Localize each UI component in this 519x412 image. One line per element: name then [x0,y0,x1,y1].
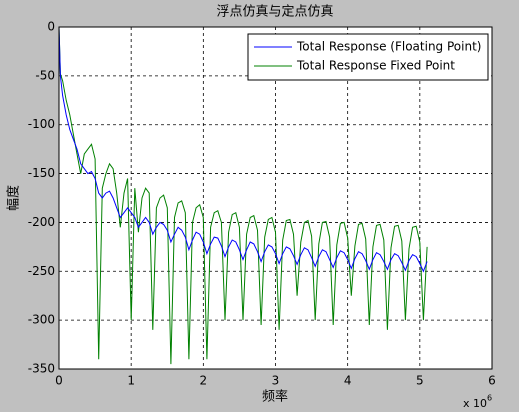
axes-box [58,26,493,370]
x-axis-label: 频率 [262,389,288,405]
series-line [58,26,428,273]
y-tick-label: -300 [28,313,55,327]
legend-label: Total Response (Floating Point) [296,40,481,54]
x-tick-label: 2 [200,374,208,388]
y-tick-label: -150 [28,166,55,180]
x-tick-label: 0 [55,374,63,388]
chart-title: 浮点仿真与定点仿真 [216,5,333,20]
x-tick-label: 4 [344,374,352,388]
y-tick-label: -350 [28,362,55,376]
x-multiplier: x 10 [463,397,487,410]
x-tick-label: 5 [416,374,424,388]
y-tick-label: -200 [28,215,55,229]
legend-label: Total Response Fixed Point [296,59,455,73]
x-tick-label: 6 [488,374,496,388]
series-line [58,26,428,365]
y-tick-label: -50 [35,68,55,82]
y-tick-label: 0 [47,20,55,34]
legend-box [247,33,489,81]
x-tick-label: 1 [127,374,135,388]
x-multiplier-exponent: 6 [487,394,492,403]
y-tick-label: -100 [28,117,55,131]
y-axis-label: 幅度 [6,185,22,211]
x-tick-label: 3 [272,374,280,388]
y-tick-label: -250 [28,264,55,278]
